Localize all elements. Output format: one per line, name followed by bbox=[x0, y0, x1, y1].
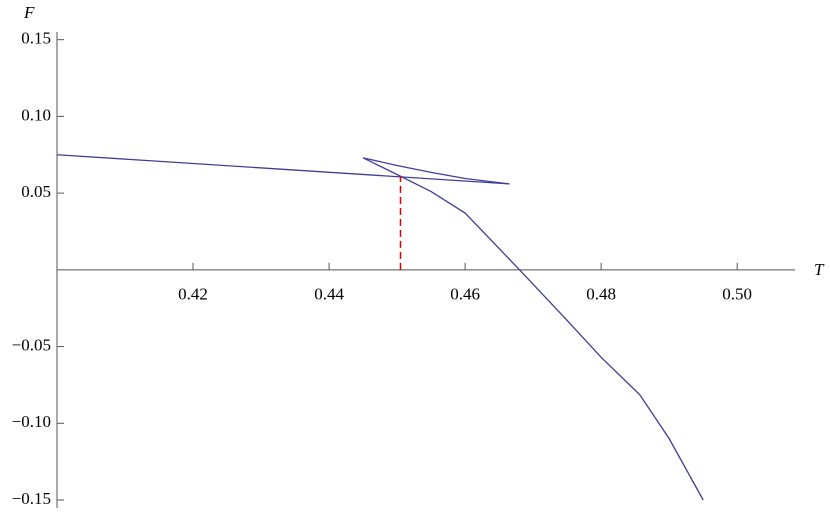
y-tick-label: −0.10 bbox=[12, 412, 51, 431]
y-tick-label: 0.10 bbox=[21, 105, 51, 124]
x-tick-label: 0.50 bbox=[722, 285, 752, 304]
x-axis-label: T bbox=[814, 260, 825, 279]
y-tick-label: 0.15 bbox=[21, 29, 51, 48]
y-axis-label: F bbox=[23, 3, 35, 22]
curve bbox=[56, 154, 510, 185]
x-tick-label: 0.48 bbox=[586, 285, 616, 304]
y-tick-label: −0.15 bbox=[12, 489, 51, 508]
x-tick-label: 0.46 bbox=[450, 285, 480, 304]
x-tick-label: 0.44 bbox=[314, 285, 344, 304]
x-tick-label: 0.42 bbox=[178, 285, 208, 304]
y-tick-label: −0.05 bbox=[12, 335, 51, 354]
curve bbox=[362, 157, 704, 501]
curve bbox=[362, 157, 510, 185]
y-tick-label: 0.05 bbox=[21, 182, 51, 201]
